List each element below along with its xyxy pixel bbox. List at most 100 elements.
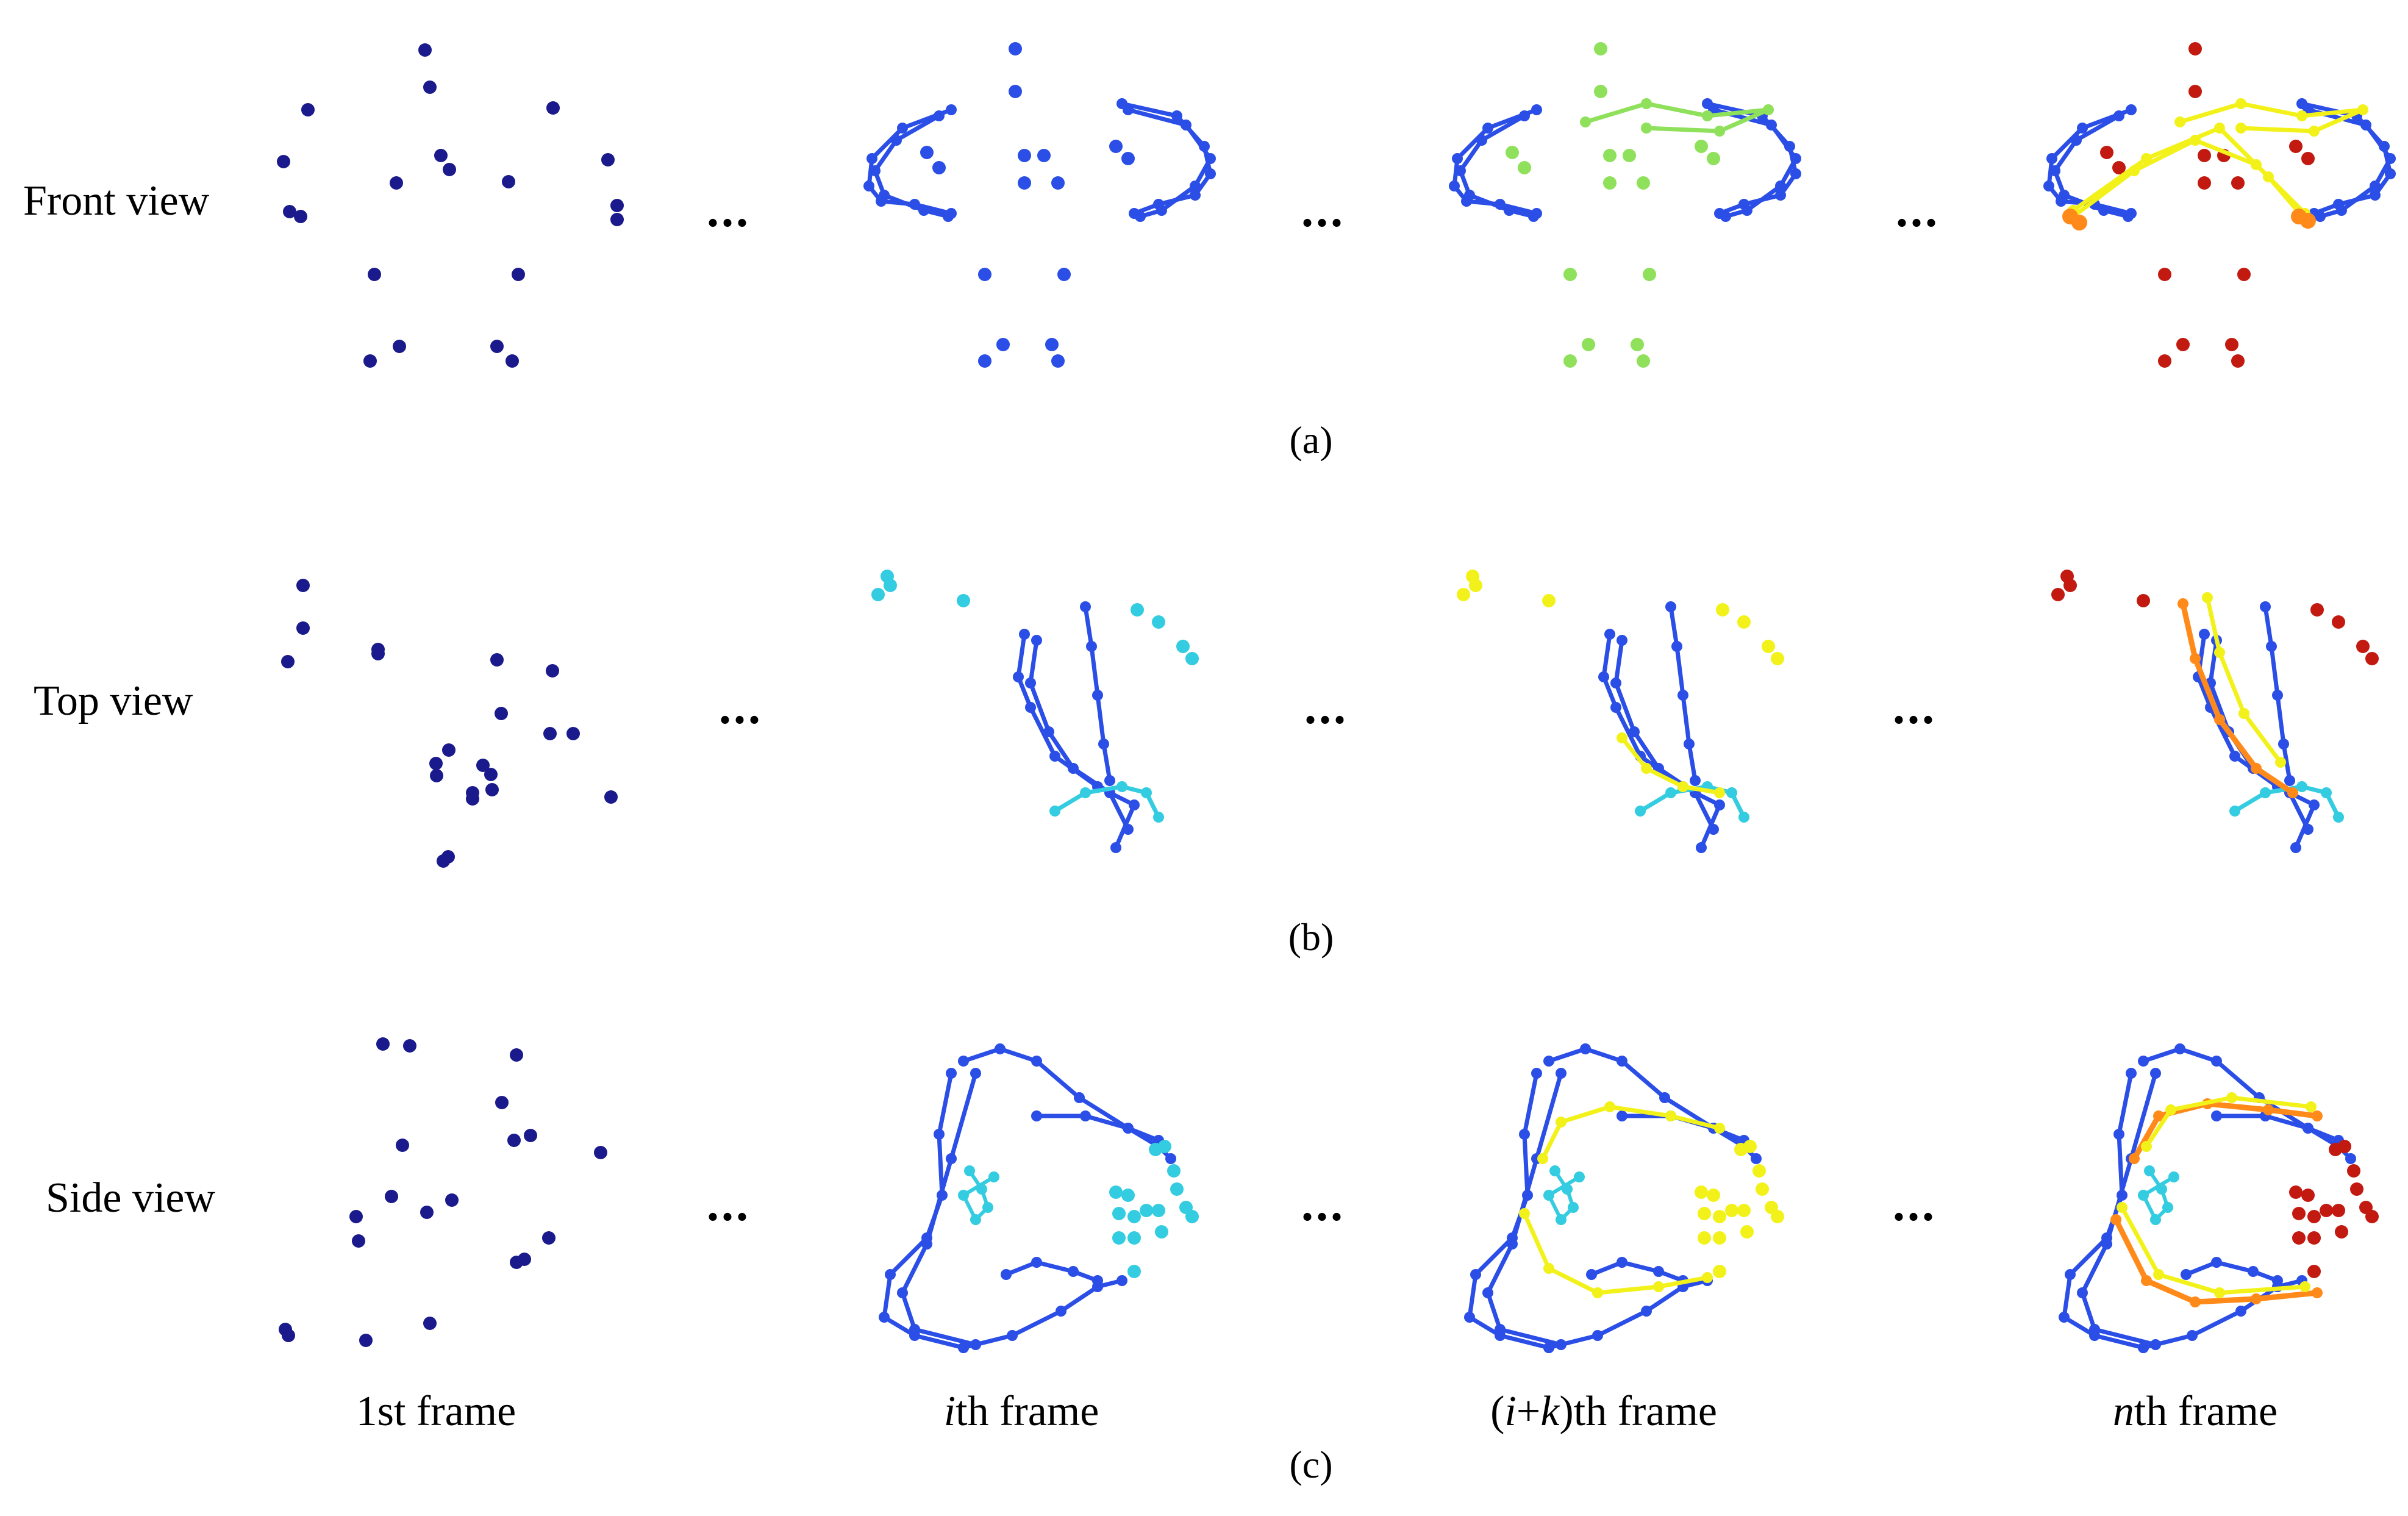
marker-point-side (1109, 1185, 1123, 1199)
trajectory-side (2217, 1114, 2340, 1143)
marker-point-front (2225, 338, 2238, 351)
trajectory-point (2211, 1257, 2222, 1268)
trajectory-point (2101, 1239, 2112, 1250)
trajectory-point (2272, 690, 2283, 701)
marker-point-side (1713, 1265, 1726, 1278)
trajectory-point (863, 181, 874, 191)
trajectory-side (2185, 1260, 2279, 1283)
trajectory-top-late (1620, 736, 1720, 795)
trajectory-point (1641, 98, 1652, 109)
trajectory-point (1714, 799, 1725, 810)
marker-point-front (1603, 176, 1617, 190)
trajectory-point (2202, 592, 2213, 603)
trajectory-point (934, 1129, 945, 1140)
trajectory-torso (1584, 101, 1771, 134)
trajectory-point (1790, 168, 1801, 179)
trajectory-point (2071, 135, 2082, 146)
marker-point-front (1563, 354, 1577, 368)
trajectory-point (1025, 702, 1036, 713)
marker-point-side (2350, 1182, 2363, 1196)
trajectory-point (1543, 1056, 1554, 1067)
trajectory-point (2214, 1287, 2225, 1298)
marker-point-top-1st (442, 743, 456, 757)
marker-point-side (1756, 1182, 1769, 1196)
marker-point-top (2365, 652, 2379, 665)
marker-point-side (2292, 1207, 2306, 1220)
trajectory-point (1653, 1281, 1664, 1292)
trajectory-top (1016, 634, 1137, 849)
trajectory-torso (2179, 101, 2365, 134)
trajectory-point (2089, 1324, 2100, 1335)
marker-point-front (1623, 149, 1636, 162)
trajectory-point (1556, 1214, 1567, 1225)
trajectory-point (1080, 601, 1091, 612)
trajectory-point (1068, 763, 1079, 774)
trajectory-point (2370, 181, 2381, 191)
trajectory-point (1031, 635, 1042, 646)
marker-point-front-1st (301, 103, 315, 116)
trajectory-point (1665, 601, 1676, 612)
trajectory-point (1610, 702, 1621, 713)
trajectory-point (1190, 181, 1201, 191)
trajectory-point (1116, 1275, 1127, 1286)
trajectory-point (2077, 1287, 2088, 1298)
marker-point-side (1127, 1231, 1141, 1245)
trajectory-point (1116, 781, 1127, 792)
marker-point-front (2100, 146, 2113, 159)
trajectory-point (2248, 1266, 2259, 1277)
trajectory-point (1574, 1171, 1585, 1182)
trajectory-point (1519, 110, 1530, 121)
trajectory-point (2303, 824, 2313, 835)
trajectory-point (946, 1068, 957, 1079)
trajectory-side (1005, 1260, 1099, 1283)
trajectory-point (2235, 98, 2246, 109)
marker-point-side (2307, 1231, 2321, 1245)
trajectory-point (2238, 708, 2249, 719)
marker-point-top-1st (296, 579, 310, 592)
trajectory-point (2385, 168, 2396, 179)
frame-label-1st: 1st frame (355, 1388, 516, 1435)
marker-point-top (1185, 652, 1199, 665)
trajectory-point (2126, 104, 2137, 115)
frame-label-ith: ith frame (943, 1388, 1099, 1435)
marker-point-front (2112, 161, 2126, 174)
marker-point-top (2332, 615, 2345, 629)
marker-point-side (2307, 1210, 2321, 1223)
trajectory-point (1470, 1269, 1481, 1280)
trajectory-point (2296, 781, 2307, 792)
trajectory-point (1677, 690, 1688, 701)
trajectory-point (1684, 738, 1695, 749)
trajectory-point (2129, 1153, 2140, 1164)
marker-point-top (1762, 640, 1775, 653)
trajectory-point (2357, 104, 2368, 115)
marker-point-top (884, 579, 897, 592)
trajectory-point (2059, 1312, 2070, 1323)
trajectory-point (918, 205, 929, 216)
marker-point-top-1st (546, 664, 559, 678)
trajectory-side (1467, 1073, 1549, 1350)
trajectory-side (2080, 1073, 2158, 1347)
trajectory-point (1001, 1269, 1012, 1280)
trajectory-point (2153, 1269, 2164, 1280)
marker-point-side (1725, 1204, 1738, 1217)
marker-point-front (1518, 161, 1531, 174)
marker-point-side-1st (376, 1037, 390, 1051)
trajectory-point (1455, 165, 1466, 176)
trajectory-side (1037, 1114, 1160, 1143)
marker-point-front (1594, 85, 1607, 98)
trajectory-point (2299, 1281, 2310, 1292)
trajectory-point (897, 123, 908, 134)
trajectory-point (2150, 1068, 2161, 1079)
trajectory-point (1543, 1190, 1554, 1201)
marker-point-side (1185, 1210, 1199, 1223)
marker-point-side (2347, 1164, 2360, 1178)
marker-point-front (1637, 176, 1650, 190)
trajectory-point (1641, 123, 1652, 134)
ellipsis-side-2: ... (1301, 1178, 1345, 1231)
trajectory-top (2196, 634, 2317, 849)
trajectory-point (1742, 205, 1752, 216)
trajectory-point (1123, 824, 1134, 835)
trajectory-point (1156, 205, 1167, 216)
marker-point-front-1st (546, 101, 560, 115)
subfigure-label-a: (a) (1289, 418, 1333, 462)
